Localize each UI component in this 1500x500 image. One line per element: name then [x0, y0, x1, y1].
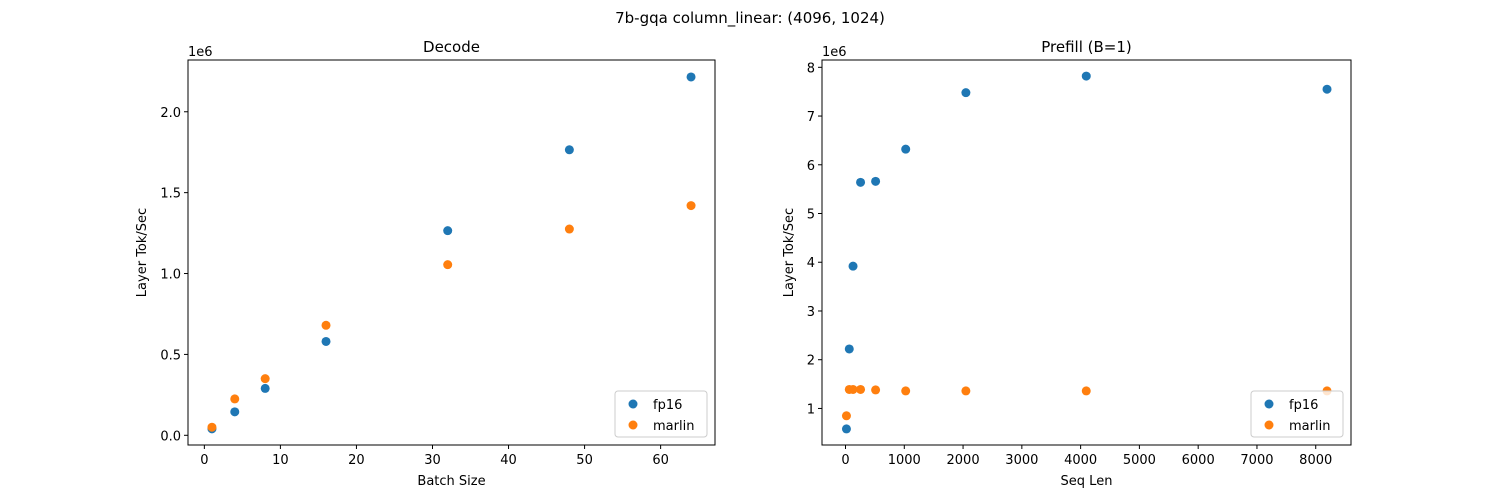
- prefill-ytick-label: 2: [807, 354, 815, 369]
- prefill-fp16-point: [871, 176, 881, 186]
- decode-fp16-point: [443, 226, 453, 236]
- prefill-title: Prefill (B=1): [1041, 38, 1132, 56]
- decode-fp16-point: [230, 407, 240, 417]
- prefill-fp16-point: [1322, 84, 1332, 94]
- prefill-plot: Prefill (B=1) Seq Len Layer Tok/Sec 1e6 …: [782, 38, 1352, 489]
- decode-ytick-label: 1.5: [160, 187, 181, 202]
- decode-marlin-point: [321, 320, 331, 330]
- prefill-xtick-label: 4000: [1064, 453, 1097, 468]
- prefill-xtick-label: 6000: [1182, 453, 1215, 468]
- figure-suptitle: 7b-gqa column_linear: (4096, 1024): [615, 9, 885, 28]
- decode-marlin-point: [443, 260, 453, 270]
- prefill-ytick-label: 3: [807, 305, 815, 320]
- prefill-marlin-point: [961, 386, 971, 396]
- prefill-ytick-label: 5: [807, 208, 815, 223]
- decode-marlin-point: [564, 224, 574, 234]
- prefill-fp16-point: [848, 261, 858, 271]
- prefill-y-offset: 1e6: [822, 45, 847, 60]
- decode-plot: Decode Batch Size Layer Tok/Sec 1e6 0 10 2…: [135, 38, 716, 489]
- decode-ytick-label: 0.0: [160, 429, 181, 444]
- decode-legend: [614, 390, 708, 438]
- decode-legend-label-fp16: fp16: [653, 398, 682, 413]
- prefill-fp16-point: [844, 344, 854, 354]
- decode-xtick-label: 0: [200, 453, 208, 468]
- prefill-ytick-label: 4: [807, 256, 815, 271]
- decode-axes-frame: [187, 59, 716, 446]
- decode-legend-label-marlin: marlin: [653, 419, 694, 434]
- decode-xtick-label: 50: [576, 453, 593, 468]
- prefill-marlin-point: [901, 386, 911, 396]
- decode-xtick-label: 60: [652, 453, 669, 468]
- prefill-fp16-point: [961, 88, 971, 98]
- decode-marlin-point: [207, 422, 217, 432]
- prefill-ytick-label: 7: [807, 110, 815, 125]
- prefill-ylabel: Layer Tok/Sec: [782, 208, 797, 297]
- prefill-fp16-point: [901, 144, 911, 154]
- decode-title: Decode: [423, 38, 480, 56]
- decode-y-offset: 1e6: [188, 45, 213, 60]
- prefill-legend-label-marlin: marlin: [1289, 419, 1330, 434]
- prefill-ytick-label: 8: [807, 61, 815, 76]
- decode-ylabel: Layer Tok/Sec: [135, 208, 150, 297]
- decode-ytick-label: 0.5: [160, 348, 181, 363]
- decode-marlin-point: [230, 394, 240, 404]
- prefill-legend: [1250, 390, 1344, 438]
- decode-marlin-point: [260, 374, 270, 384]
- prefill-xtick-label: 0: [841, 453, 849, 468]
- prefill-legend-marker-fp16: [1264, 399, 1274, 409]
- decode-xtick-label: 10: [272, 453, 289, 468]
- prefill-ytick-label: 1: [807, 402, 815, 417]
- prefill-marlin-point: [841, 411, 851, 421]
- prefill-marlin-point: [856, 384, 866, 394]
- prefill-xlabel: Seq Len: [1061, 474, 1113, 489]
- decode-xtick-label: 40: [500, 453, 517, 468]
- prefill-xtick-label: 5000: [1123, 453, 1156, 468]
- prefill-marlin-point: [848, 384, 858, 394]
- decode-fp16-point: [321, 336, 331, 346]
- decode-xtick-label: 30: [424, 453, 441, 468]
- decode-fp16-point: [686, 72, 696, 82]
- prefill-ytick-label: 6: [807, 159, 815, 174]
- prefill-fp16-point: [841, 424, 851, 434]
- decode-ytick-label: 1.0: [160, 268, 181, 283]
- decode-fp16-point: [564, 145, 574, 155]
- prefill-xtick-label: 8000: [1299, 453, 1332, 468]
- prefill-axes-frame: [821, 59, 1352, 446]
- prefill-xtick-label: 7000: [1240, 453, 1273, 468]
- decode-legend-marker-fp16: [628, 399, 638, 409]
- prefill-fp16-point: [1081, 71, 1091, 81]
- decode-ytick-label: 2.0: [160, 106, 181, 121]
- decode-xtick-label: 20: [348, 453, 365, 468]
- prefill-xtick-label: 1000: [888, 453, 921, 468]
- prefill-xtick-label: 2000: [947, 453, 980, 468]
- decode-marlin-point: [686, 201, 696, 211]
- prefill-fp16-point: [856, 177, 866, 187]
- prefill-marlin-point: [1081, 386, 1091, 396]
- decode-fp16-point: [260, 383, 270, 393]
- decode-xlabel: Batch Size: [417, 474, 485, 489]
- prefill-marlin-point: [871, 385, 881, 395]
- prefill-legend-label-fp16: fp16: [1289, 398, 1318, 413]
- prefill-xtick-label: 3000: [1005, 453, 1038, 468]
- decode-legend-marker-marlin: [628, 420, 638, 430]
- prefill-legend-marker-marlin: [1264, 420, 1274, 430]
